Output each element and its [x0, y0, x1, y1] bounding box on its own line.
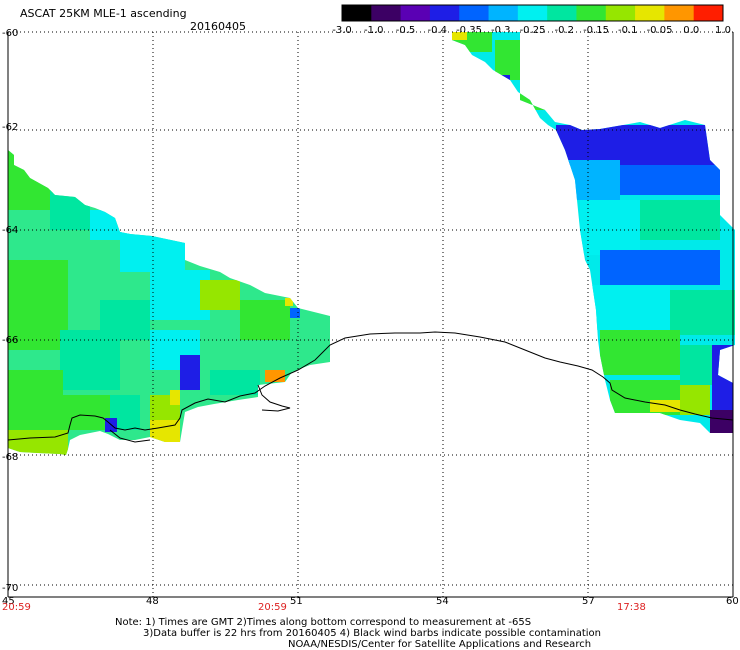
data-patch: [8, 430, 68, 455]
data-patch: [600, 250, 720, 285]
colorbar-tick-label: -3.0: [332, 25, 352, 36]
data-patch: [50, 190, 90, 230]
data-patch: [8, 150, 53, 210]
data-patch: [452, 32, 467, 40]
colorbar-segment: [605, 5, 636, 21]
colorbar-segment: [488, 5, 519, 21]
lat-label-70: -70: [2, 583, 18, 594]
right-swath: [452, 32, 735, 433]
data-patch: [520, 60, 570, 110]
data-patch: [620, 165, 720, 195]
note-line-2: 3)Data buffer is 22 hrs from 20160405 4)…: [143, 628, 601, 639]
data-patch: [556, 125, 716, 165]
data-patch: [710, 410, 733, 433]
data-patch: [560, 160, 620, 200]
colorbar-segment: [342, 5, 372, 21]
coastline: [7, 331, 734, 443]
colorbar-tick-label: -0.2: [554, 25, 574, 36]
colorbar-segment: [459, 5, 490, 21]
colorbar: -3.0 -1.0 -0.5 -0.4 -0.35 -0.3 -0.25 -0.2 -0.15-…: [332, 4, 731, 36]
data-patch: [285, 298, 293, 306]
colorbar-tick-label: 1.0: [715, 25, 731, 36]
data-patch: [640, 200, 720, 240]
data-patch: [500, 75, 510, 85]
data-patch: [240, 300, 290, 340]
colorbar-tick-label: -0.1: [618, 25, 638, 36]
data-patch: [290, 308, 300, 318]
lat-label-66: -66: [2, 335, 18, 346]
data-patch: [670, 290, 735, 335]
lon-label-45: 45: [2, 596, 15, 607]
data-patch: [265, 370, 285, 382]
lon-label-51: 51: [290, 596, 303, 607]
data-patch: [600, 330, 680, 375]
data-patch: [570, 70, 620, 125]
colorbar-segment: [547, 5, 577, 21]
lon-label-48: 48: [146, 596, 159, 607]
lat-label-60: -60: [2, 28, 18, 39]
colorbar-segment: [693, 5, 724, 21]
colorbar-segment: [371, 5, 402, 21]
data-patch: [680, 385, 710, 415]
colorbar-segment: [429, 5, 460, 21]
data-patch: [150, 420, 180, 442]
data-patch: [170, 390, 180, 405]
colorbar-tick-label: -0.4: [427, 25, 447, 36]
note-line-1: Note: 1) Times are GMT 2)Times along bot…: [115, 617, 531, 628]
colorbar-tick-label: -1.0: [364, 25, 384, 36]
colorbar-segment: [576, 5, 607, 21]
colorbar-segment: [635, 5, 665, 21]
colorbar-tick-label: -0.35: [456, 25, 482, 36]
data-patch: [620, 90, 710, 120]
data-patch: [210, 370, 260, 395]
lon-label-60: 60: [726, 596, 739, 607]
data-patch: [495, 40, 520, 80]
lon-label-54: 54: [436, 596, 449, 607]
time-label-2: 20:59: [258, 602, 287, 613]
colorbar-tick-label: -0.15: [583, 25, 609, 36]
colorbar-tick-label: -0.3: [491, 25, 511, 36]
data-patch: [650, 400, 680, 412]
lon-label-57: 57: [582, 596, 595, 607]
time-label-1: 20:59: [2, 602, 31, 613]
colorbar-tick-label: -0.25: [520, 25, 546, 36]
colorbar-tick-label: -0.05: [647, 25, 673, 36]
map-date: 20160405: [190, 20, 246, 33]
data-patch: [590, 285, 670, 330]
lat-label-64: -64: [2, 225, 18, 236]
lat-label-62: -62: [2, 122, 18, 133]
left-swath: [8, 150, 330, 455]
lat-label-68: -68: [2, 452, 18, 463]
time-label-3: 17:38: [617, 602, 646, 613]
note-line-3: NOAA/NESDIS/Center for Satellite Applica…: [288, 639, 591, 650]
data-patch: [712, 345, 733, 420]
data-patch: [200, 280, 240, 310]
data-patch: [60, 330, 120, 390]
data-patch: [60, 395, 110, 430]
map-title: ASCAT 25KM MLE-1 ascending: [20, 7, 187, 20]
data-patch: [8, 260, 68, 350]
colorbar-segment: [517, 5, 548, 21]
colorbar-segment: [664, 5, 695, 21]
data-patch: [180, 355, 200, 390]
colorbar-tick-label: -0.5: [396, 25, 416, 36]
graticule: [7, 31, 734, 597]
colorbar-tick-label: 0.0: [683, 25, 699, 36]
data-patch: [8, 370, 63, 430]
data-patch: [580, 200, 640, 255]
colorbar-segment: [400, 5, 431, 21]
plot-frame: [7, 32, 734, 598]
